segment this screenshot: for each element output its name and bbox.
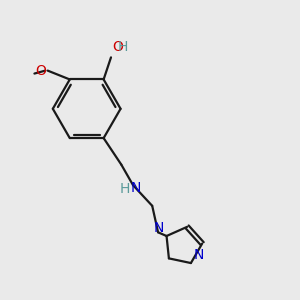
Text: N: N: [193, 248, 204, 262]
Text: N: N: [154, 220, 164, 235]
Text: O: O: [112, 40, 123, 54]
Text: N: N: [130, 181, 141, 195]
Text: H: H: [119, 182, 130, 196]
Text: O: O: [36, 64, 46, 78]
Text: H: H: [117, 40, 128, 54]
